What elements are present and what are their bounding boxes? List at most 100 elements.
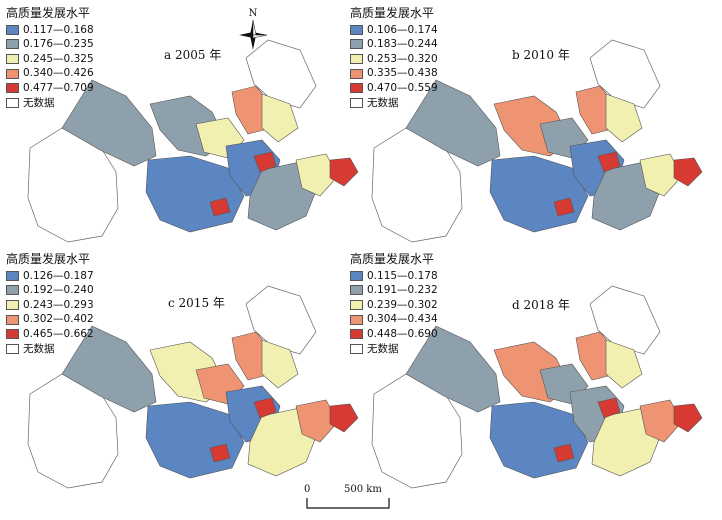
legend-label: 0.465—0.662 — [23, 327, 94, 340]
legend-row: 0.243—0.293 — [6, 298, 94, 313]
legend-label: 0.335—0.438 — [367, 67, 438, 80]
legend-row: 0.470—0.559 — [350, 81, 438, 96]
compass-rose-icon — [239, 19, 268, 50]
legend-label-nodata: 无数据 — [367, 342, 399, 355]
legend-label: 0.243—0.293 — [23, 298, 94, 311]
legend-label-nodata: 无数据 — [23, 342, 55, 355]
legend-label: 0.117—0.168 — [23, 23, 94, 36]
legend-title: 高质量发展水平 — [350, 6, 435, 20]
map-panel-a: 高质量发展水平 0.117—0.168 0.176—0.235 0.245—0.… — [0, 0, 361, 245]
legend-swatch — [6, 314, 19, 325]
legend-label: 0.253—0.320 — [367, 52, 438, 65]
region-northwest — [405, 79, 501, 167]
map-d-graphic — [371, 285, 703, 489]
region-northwest — [61, 325, 157, 413]
panel-label-d: d 2018 年 — [512, 298, 570, 312]
region-northwest — [405, 325, 501, 413]
region-city-red-1 — [253, 151, 277, 173]
region-city-red-2 — [209, 443, 231, 463]
legend-row-nodata: 无数据 — [350, 96, 438, 111]
legend-label-nodata: 无数据 — [367, 96, 399, 109]
legend-swatch — [350, 285, 363, 296]
scale-bar-distance: 500 km — [344, 484, 382, 495]
legend-label: 0.176—0.235 — [23, 38, 94, 51]
legend-swatch — [350, 68, 363, 79]
legend-row: 0.183—0.244 — [350, 37, 438, 52]
legend-label: 0.106—0.174 — [367, 23, 438, 36]
legend-row: 0.191—0.232 — [350, 283, 438, 298]
region-northwest — [61, 79, 157, 167]
legend-swatch — [350, 270, 363, 281]
legend-swatch — [6, 300, 19, 311]
map-c-regions — [27, 285, 359, 489]
legend-label: 0.340—0.426 — [23, 67, 94, 80]
legend-swatch — [350, 300, 363, 311]
legend-label: 0.126—0.187 — [23, 269, 94, 282]
map-d-regions — [371, 285, 703, 489]
legend-row-nodata: 无数据 — [350, 342, 438, 357]
legend-label: 0.304—0.434 — [367, 313, 438, 326]
legend-row: 0.304—0.434 — [350, 312, 438, 327]
region-northeast-yellow — [605, 93, 643, 143]
scale-bar-line-icon — [306, 498, 390, 509]
legend-swatch — [350, 83, 363, 94]
legend-swatch — [350, 97, 363, 108]
legend-row: 0.176—0.235 — [6, 37, 94, 52]
legend-b: 高质量发展水平 0.106—0.174 0.183—0.244 0.253—0.… — [350, 6, 438, 110]
legend-row: 0.106—0.174 — [350, 23, 438, 38]
legend-swatch — [6, 54, 19, 65]
map-a-regions — [27, 39, 359, 243]
legend-a: 高质量发展水平 0.117—0.168 0.176—0.235 0.245—0.… — [6, 6, 94, 110]
legend-row: 0.245—0.325 — [6, 52, 94, 67]
legend-swatch — [6, 343, 19, 354]
legend-swatch — [6, 39, 19, 50]
legend-row: 0.239—0.302 — [350, 298, 438, 313]
region-city-red-2 — [209, 197, 231, 217]
map-panel-d: 高质量发展水平 0.115—0.178 0.191—0.232 0.239—0.… — [344, 246, 705, 491]
legend-title: 高质量发展水平 — [6, 6, 91, 20]
legend-row: 0.340—0.426 — [6, 66, 94, 81]
legend-row: 0.477—0.709 — [6, 81, 94, 96]
legend-row: 0.465—0.662 — [6, 327, 94, 342]
legend-swatch — [6, 329, 19, 340]
legend-label: 0.470—0.559 — [367, 81, 438, 94]
region-east-yellow — [639, 153, 683, 197]
region-city-red-2 — [553, 197, 575, 217]
region-city-red-2 — [553, 443, 575, 463]
north-letter: N — [248, 8, 258, 19]
north-arrow: N — [236, 8, 270, 54]
legend-label: 0.477—0.709 — [23, 81, 94, 94]
region-coast-red — [329, 157, 359, 187]
legend-swatch — [350, 343, 363, 354]
legend-row: 0.126—0.187 — [6, 269, 94, 284]
legend-row: 0.448—0.690 — [350, 327, 438, 342]
legend-label: 0.239—0.302 — [367, 298, 438, 311]
map-a-graphic — [27, 39, 359, 243]
legend-label: 0.115—0.178 — [367, 269, 438, 282]
legend-row: 0.302—0.402 — [6, 312, 94, 327]
nodata-north-region — [589, 39, 661, 109]
legend-c: 高质量发展水平 0.126—0.187 0.192—0.240 0.243—0.… — [6, 252, 94, 356]
region-city-red-1 — [597, 397, 621, 419]
legend-swatch — [350, 329, 363, 340]
legend-row-nodata: 无数据 — [6, 96, 94, 111]
legend-swatch — [6, 83, 19, 94]
legend-swatch — [6, 24, 19, 35]
region-city-red-1 — [597, 151, 621, 173]
scale-bar-zero: 0 — [304, 484, 311, 495]
legend-label: 0.183—0.244 — [367, 38, 438, 51]
region-northeast-yellow — [261, 339, 299, 389]
legend-swatch — [350, 314, 363, 325]
panel-label-c: c 2015 年 — [168, 296, 225, 310]
legend-label: 0.192—0.240 — [23, 284, 94, 297]
region-east-yellow — [295, 399, 339, 443]
legend-label: 0.302—0.402 — [23, 313, 94, 326]
scale-bar: 0 500 km — [300, 484, 400, 514]
map-b-graphic — [371, 39, 703, 243]
legend-title: 高质量发展水平 — [350, 252, 435, 266]
map-panel-b: 高质量发展水平 0.106—0.174 0.183—0.244 0.253—0.… — [344, 0, 705, 245]
legend-swatch — [6, 270, 19, 281]
legend-swatch — [350, 24, 363, 35]
region-coast-red — [673, 403, 703, 433]
panel-label-b: b 2010 年 — [512, 48, 570, 62]
